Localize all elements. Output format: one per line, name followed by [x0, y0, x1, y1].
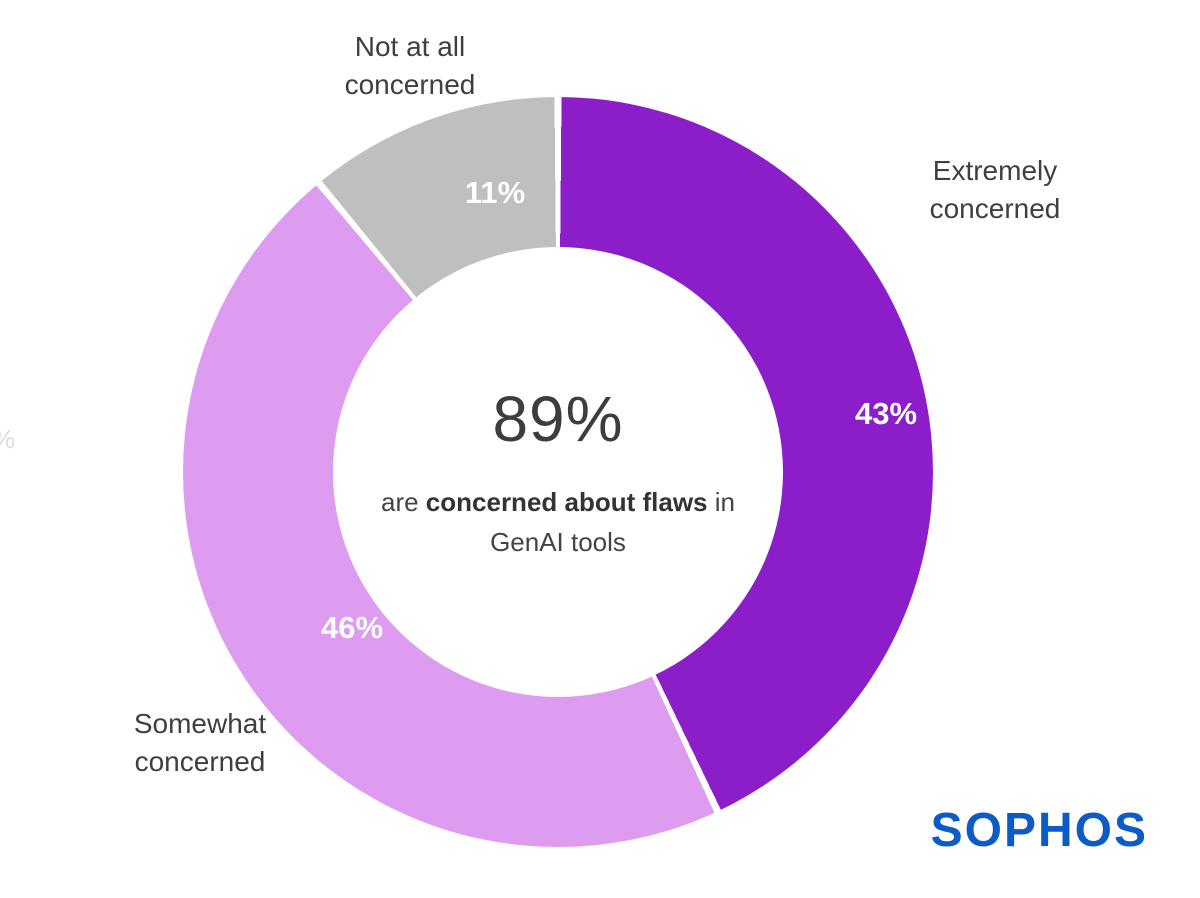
segment-label-not-at-all: Not at all concerned	[344, 31, 476, 100]
center-line1-prefix: are	[380, 486, 426, 517]
segment-value-label-somewhat: 46%	[320, 610, 384, 645]
donut-center: 89% are concerned about flaws in GenAI t…	[333, 247, 783, 697]
center-line2: GenAI tools	[490, 527, 626, 557]
center-line1-bold: concerned about flaws	[425, 486, 708, 517]
sophos-logo: SOPHOS	[930, 804, 1148, 857]
center-line1-suffix: in	[707, 486, 735, 517]
segment-value-label-extremely: 43%	[854, 396, 918, 431]
center-headline: 89%	[492, 382, 624, 455]
center-subline: are concerned about flaws in GenAI tools	[381, 482, 735, 563]
segment-label-somewhat: Somewhat concerned	[133, 708, 267, 777]
center-line1: are concerned about flaws in	[381, 482, 735, 522]
cropped-percent-artifact: %	[0, 424, 15, 455]
segment-label-extremely: Extremely concerned	[929, 155, 1061, 224]
segment-value-label-not-at-all: 11%	[464, 175, 526, 210]
